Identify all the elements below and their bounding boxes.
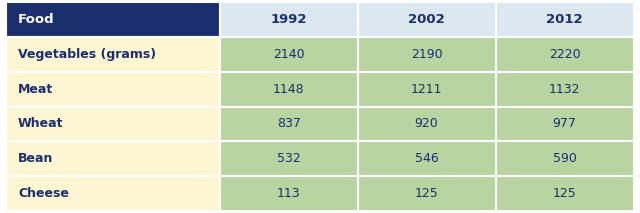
Bar — [6, 176, 220, 211]
Bar — [358, 2, 495, 37]
Bar — [495, 2, 634, 37]
Text: 1211: 1211 — [411, 83, 442, 96]
Bar — [6, 72, 220, 106]
Bar — [6, 2, 220, 37]
Text: 2190: 2190 — [411, 48, 442, 61]
Text: 125: 125 — [553, 187, 577, 200]
Bar — [358, 37, 495, 72]
Bar — [220, 176, 358, 211]
Bar — [6, 106, 220, 141]
Bar — [495, 37, 634, 72]
Text: 590: 590 — [553, 152, 577, 165]
Bar — [495, 106, 634, 141]
Bar — [358, 176, 495, 211]
Bar — [495, 141, 634, 176]
Bar — [6, 141, 220, 176]
Bar — [495, 72, 634, 106]
Text: Wheat: Wheat — [18, 117, 63, 130]
Text: Cheese: Cheese — [18, 187, 68, 200]
Bar — [358, 141, 495, 176]
Text: 113: 113 — [277, 187, 300, 200]
Text: 920: 920 — [415, 117, 438, 130]
Text: 2140: 2140 — [273, 48, 305, 61]
Bar — [220, 141, 358, 176]
Text: 1148: 1148 — [273, 83, 305, 96]
Text: Meat: Meat — [18, 83, 53, 96]
Text: 2012: 2012 — [547, 13, 583, 26]
Text: 546: 546 — [415, 152, 438, 165]
Text: 125: 125 — [415, 187, 438, 200]
Text: Vegetables (grams): Vegetables (grams) — [18, 48, 156, 61]
Bar — [220, 106, 358, 141]
Text: 1992: 1992 — [270, 13, 307, 26]
Text: 532: 532 — [276, 152, 301, 165]
Bar — [358, 106, 495, 141]
Text: Food: Food — [18, 13, 54, 26]
Bar — [220, 72, 358, 106]
Text: 2002: 2002 — [408, 13, 445, 26]
Text: 2220: 2220 — [548, 48, 580, 61]
Text: 1132: 1132 — [549, 83, 580, 96]
Bar — [358, 72, 495, 106]
Bar — [6, 37, 220, 72]
Bar — [220, 37, 358, 72]
Bar — [495, 176, 634, 211]
Text: 837: 837 — [276, 117, 301, 130]
Text: 977: 977 — [553, 117, 577, 130]
Bar — [220, 2, 358, 37]
Text: Bean: Bean — [18, 152, 53, 165]
